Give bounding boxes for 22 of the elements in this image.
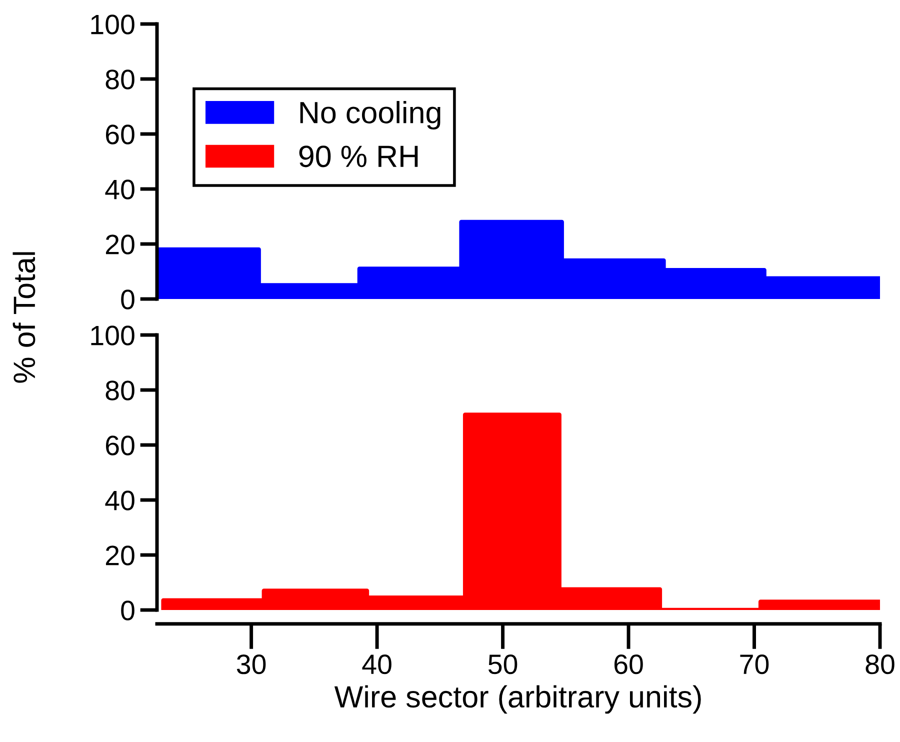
x-tick-label: 40 xyxy=(362,654,392,674)
y-tick-label: 40 xyxy=(105,180,134,200)
legend-label: No cooling xyxy=(300,101,440,130)
y-tick-label: 0 xyxy=(121,600,134,620)
y-tick-label: 100 xyxy=(91,14,134,34)
y-tick-label: 80 xyxy=(106,380,134,400)
y-tick-label: 60 xyxy=(106,124,134,144)
x-axis-title: Wire sector (arbitrary units) xyxy=(334,685,701,714)
x-tick-label: 70 xyxy=(740,654,769,674)
x-tick-label: 30 xyxy=(236,654,266,674)
y-tick-label: 60 xyxy=(106,436,134,456)
y-tick-label: 80 xyxy=(106,70,134,90)
x-tick-label: 80 xyxy=(866,654,894,674)
y-tick-label: 20 xyxy=(106,234,134,254)
y-axis-title: % of Total xyxy=(12,252,36,383)
y-tick-label: 20 xyxy=(106,546,134,566)
y-tick-label: 0 xyxy=(121,290,134,310)
y-tick-label: 100 xyxy=(91,326,134,346)
y-tick-label: 40 xyxy=(105,490,134,510)
x-tick-label: 60 xyxy=(614,654,643,674)
legend-label: 90 % RH xyxy=(299,146,418,168)
x-tick-label: 50 xyxy=(488,654,518,674)
